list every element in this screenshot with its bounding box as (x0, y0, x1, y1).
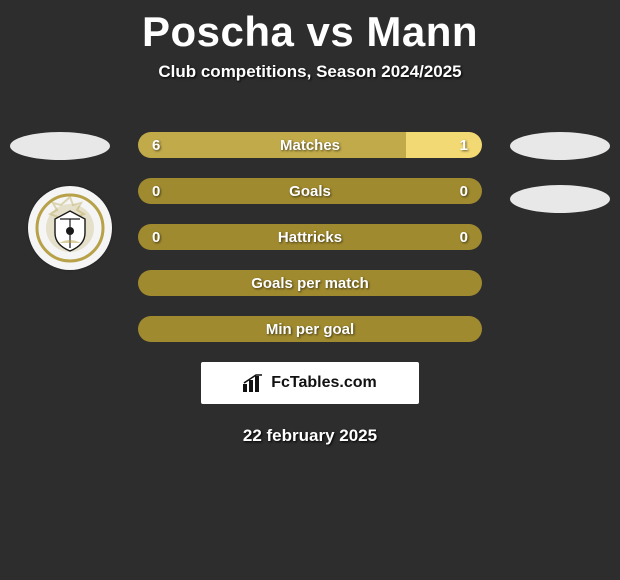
row-label: Hattricks (278, 229, 342, 246)
brand-label: FcTables.com (271, 374, 377, 392)
page-title: Poscha vs Mann (0, 8, 620, 56)
branding-box: FcTables.com (201, 362, 419, 404)
row-value-right: 0 (460, 229, 468, 246)
row-min-per-goal: Min per goal (138, 316, 482, 342)
row-fill-left (138, 132, 406, 158)
comparison-rows: 6 Matches 1 0 Goals 0 0 Hattricks 0 Goal… (138, 132, 482, 362)
page-date: 22 february 2025 (0, 426, 620, 446)
row-label: Goals per match (251, 275, 369, 292)
row-label: Min per goal (266, 321, 354, 338)
row-value-right: 0 (460, 183, 468, 200)
row-value-left: 0 (152, 183, 160, 200)
player-right-placeholder (510, 132, 610, 160)
row-value-left: 6 (152, 137, 160, 154)
player-left-placeholder (10, 132, 110, 160)
crest-icon (35, 193, 105, 263)
row-label: Goals (289, 183, 331, 200)
bars-icon (243, 374, 265, 392)
row-hattricks: 0 Hattricks 0 (138, 224, 482, 250)
page-subtitle: Club competitions, Season 2024/2025 (0, 62, 620, 82)
player-right-placeholder-2 (510, 185, 610, 213)
row-label: Matches (280, 137, 340, 154)
row-goals-per-match: Goals per match (138, 270, 482, 296)
row-matches: 6 Matches 1 (138, 132, 482, 158)
row-value-right: 1 (460, 137, 468, 154)
club-crest-left (28, 186, 112, 270)
row-goals: 0 Goals 0 (138, 178, 482, 204)
row-fill-right (406, 132, 482, 158)
row-value-left: 0 (152, 229, 160, 246)
